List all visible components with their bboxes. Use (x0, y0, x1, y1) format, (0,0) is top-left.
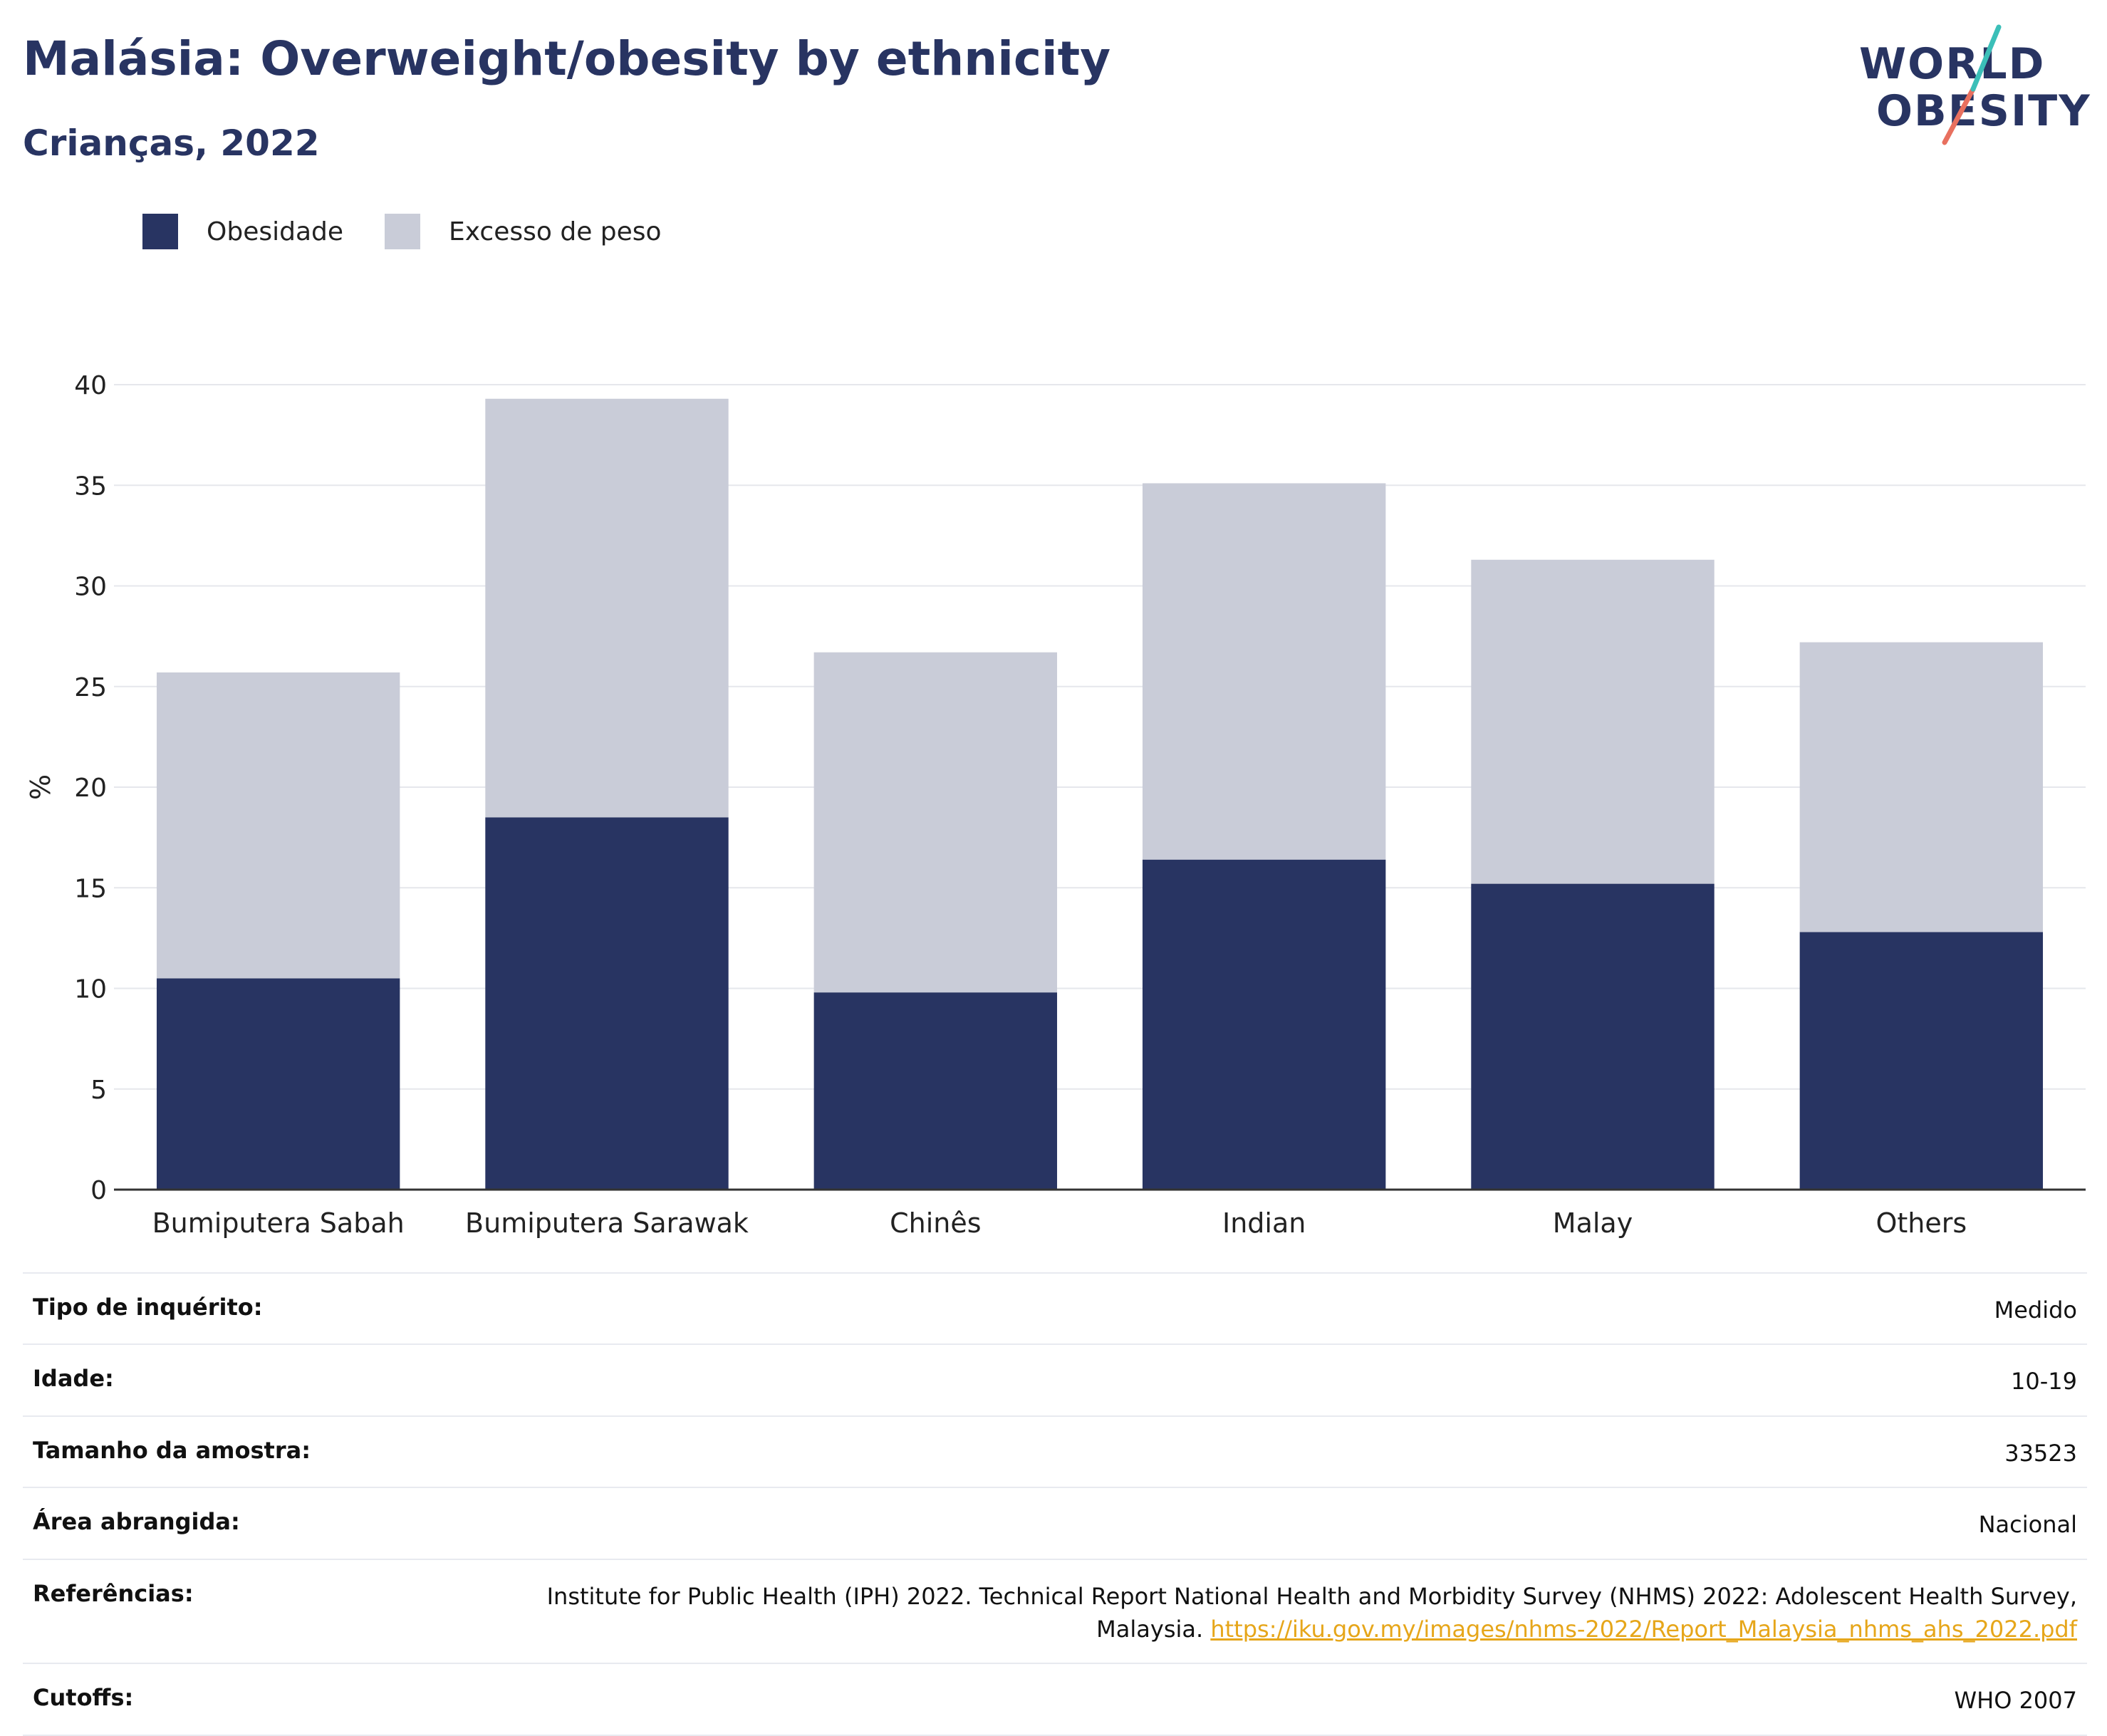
legend-label-obesity: Obesidade (207, 217, 344, 246)
legend-item-overweight: Excesso de peso (385, 214, 662, 249)
info-row-area: Área abrangida: Nacional (23, 1487, 2087, 1558)
y-tick-label: 10 (74, 975, 107, 1004)
chart-title: Malásia: Overweight/obesity by ethnicity (23, 31, 1111, 86)
bar-obesity (485, 817, 729, 1190)
y-tick-label: 0 (90, 1176, 107, 1205)
y-tick-label: 25 (74, 673, 107, 702)
bar-obesity (156, 978, 400, 1190)
legend-label-overweight: Excesso de peso (449, 217, 662, 246)
bar-obesity (1471, 883, 1715, 1190)
info-row-sample-size: Tamanho da amostra: 33523 (23, 1415, 2087, 1487)
reference-text: Institute for Public Health (IPH) 2022. … (546, 1582, 2077, 1643)
legend-swatch-obesity (142, 214, 178, 249)
x-tick-label: Others (1876, 1207, 1967, 1239)
y-tick-label: 15 (74, 874, 107, 903)
chart-subtitle: Crianças, 2022 (23, 123, 320, 164)
info-value-references: Institute for Public Health (IPH) 2022. … (510, 1580, 2077, 1646)
info-label-survey-type: Tipo de inquérito: (33, 1294, 263, 1321)
logo-slash-icon (1942, 24, 2002, 145)
info-label-references: Referências: (33, 1579, 194, 1607)
stacked-bar-chart: 0 5 10 15 20 25 30 35 40% Bumiputera Sabah Bumiput… (25, 371, 2086, 1239)
y-tick-label: 20 (74, 774, 107, 803)
reference-link[interactable]: https://iku.gov.my/images/nhms-2022/Repo… (1210, 1615, 2077, 1643)
y-tick-label: 40 (74, 371, 107, 400)
info-value-sample-size: 33523 (2004, 1439, 2077, 1467)
x-tick-label: Chinês (890, 1207, 981, 1239)
bar-obesity (1142, 859, 1386, 1190)
info-row-cutoffs: Cutoffs: WHO 2007 (23, 1663, 2087, 1736)
info-row-survey-type: Tipo de inquérito: Medido (23, 1272, 2087, 1343)
info-label-cutoffs: Cutoffs: (33, 1684, 134, 1712)
info-value-area: Nacional (1978, 1511, 2077, 1539)
bar-overweight (1799, 642, 2044, 932)
bar-overweight (156, 672, 400, 979)
info-value-survey-type: Medido (1994, 1296, 2077, 1324)
bar-obesity (1799, 932, 2044, 1190)
logo-line-world: WORLD (1859, 39, 2046, 89)
info-label-area: Área abrangida: (33, 1508, 240, 1536)
bar-overweight (813, 652, 1058, 993)
chart-legend: Obesidade Excesso de peso (142, 212, 703, 251)
bar-overweight (1142, 483, 1386, 860)
x-tick-label: Bumiputera Sabah (152, 1207, 405, 1239)
info-value-age: 10-19 (2011, 1368, 2077, 1395)
survey-info-table: Tipo de inquérito: Medido Idade: 10-19 T… (23, 1272, 2087, 1736)
y-tick-label: 5 (90, 1076, 107, 1105)
info-row-age: Idade: 10-19 (23, 1343, 2087, 1415)
legend-item-obesity: Obesidade (142, 214, 343, 249)
legend-swatch-overweight (385, 214, 421, 249)
bar-overweight (1471, 559, 1715, 884)
y-tick-label: 30 (74, 573, 107, 602)
y-tick-label: 35 (74, 472, 107, 501)
bar-obesity (813, 992, 1058, 1190)
info-label-sample-size: Tamanho da amostra: (33, 1436, 311, 1464)
y-axis-label: % (25, 774, 56, 800)
x-tick-label: Malay (1553, 1207, 1633, 1239)
info-label-age: Idade: (33, 1365, 114, 1393)
bar-overweight (485, 398, 729, 818)
info-row-references: Referências: Institute for Public Health… (23, 1558, 2087, 1663)
logo-line-obesity: OBESITY (1876, 86, 2091, 136)
x-tick-label: Bumiputera Sarawak (465, 1207, 749, 1239)
x-tick-label: Indian (1222, 1207, 1306, 1239)
info-value-cutoffs: WHO 2007 (1954, 1687, 2078, 1715)
world-obesity-logo: WORLD OBESITY (1859, 21, 2094, 150)
